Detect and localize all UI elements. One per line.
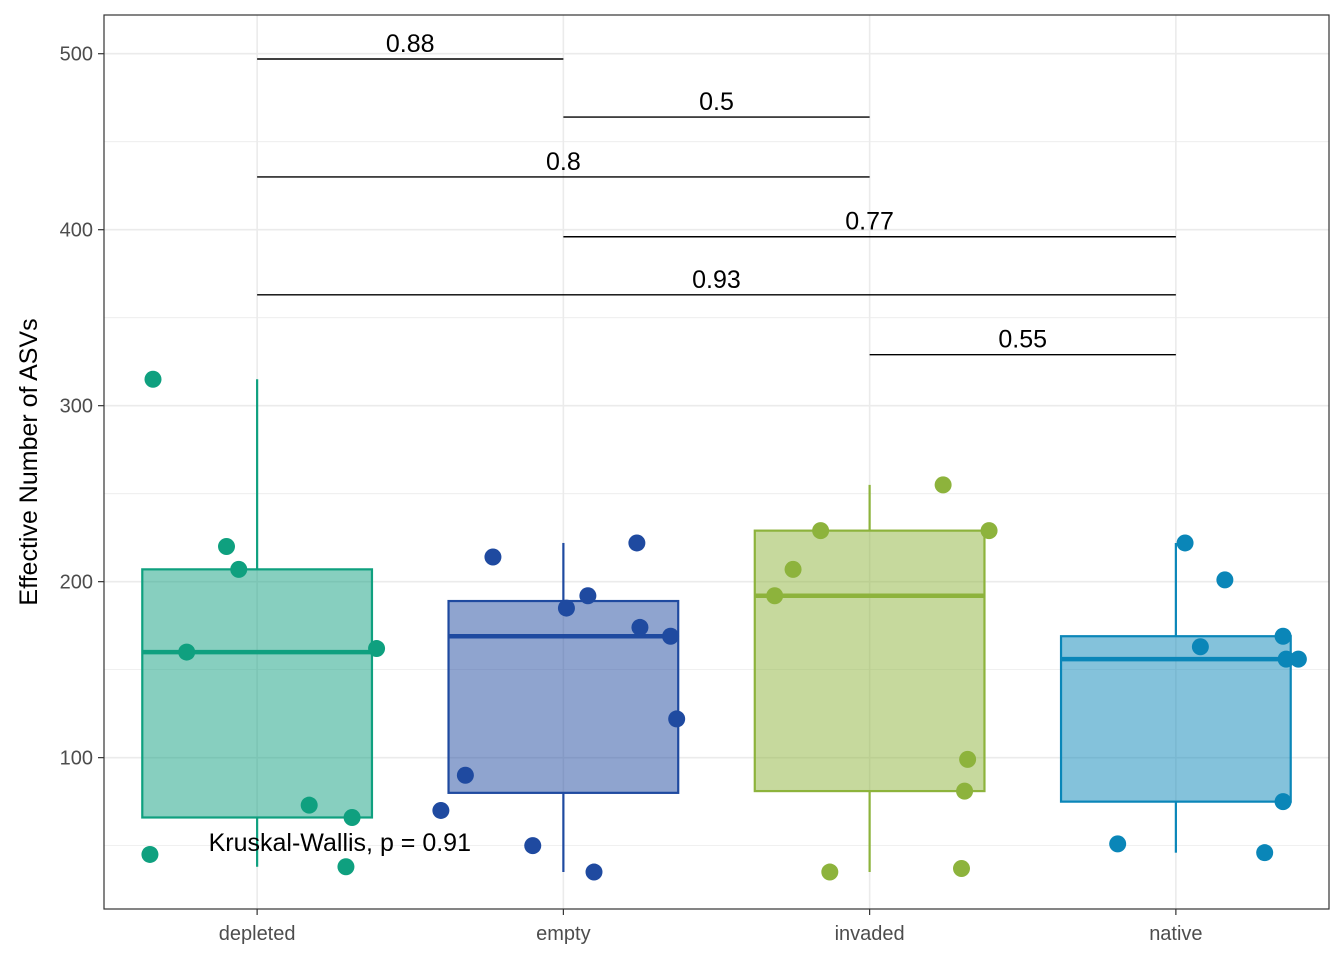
data-point	[662, 627, 680, 645]
comparison-depleted-empty: 0.88	[257, 30, 564, 60]
data-point	[230, 560, 248, 578]
data-point	[956, 782, 974, 800]
y-axis-title: Effective Number of ASVs	[15, 318, 43, 605]
data-point	[484, 548, 502, 566]
data-point	[980, 522, 998, 540]
comparison-empty-native: 0.77	[563, 208, 1176, 238]
y-tick-label: 500	[60, 44, 93, 66]
x-tick-label-depleted: depleted	[219, 923, 296, 945]
data-point	[631, 618, 649, 636]
box-depleted	[141, 379, 374, 867]
comparison-p-value: 0.93	[692, 266, 741, 294]
data-point	[784, 560, 802, 578]
data-point	[1274, 793, 1292, 811]
comparison-depleted-invaded: 0.8	[257, 148, 870, 178]
data-point	[585, 863, 603, 881]
data-point	[1216, 571, 1234, 589]
x-tick-label-invaded: invaded	[835, 923, 905, 945]
data-point	[1191, 638, 1209, 656]
data-point	[959, 750, 977, 768]
data-point	[821, 863, 839, 881]
y-tick-label: 400	[60, 220, 93, 242]
comparison-p-value: 0.8	[546, 148, 581, 176]
data-point	[1176, 534, 1194, 552]
data-point	[300, 796, 318, 814]
data-point	[432, 801, 450, 819]
data-point	[337, 858, 355, 876]
data-point	[1277, 650, 1295, 668]
data-point	[144, 370, 162, 388]
data-point	[628, 534, 646, 552]
comparison-depleted-native: 0.93	[257, 266, 1176, 296]
comparison-empty-invaded: 0.5	[563, 88, 870, 118]
comparison-p-value: 0.88	[386, 30, 435, 58]
y-tick-label: 200	[60, 572, 93, 594]
data-point	[579, 587, 597, 605]
data-point	[368, 640, 386, 658]
box-plots	[141, 379, 1292, 873]
data-point	[343, 808, 361, 826]
data-point	[141, 845, 159, 863]
data-point	[178, 643, 196, 661]
data-point	[1256, 844, 1274, 862]
data-point	[456, 766, 474, 784]
y-tick-label: 100	[60, 748, 93, 770]
box-iqr	[1059, 635, 1292, 803]
box-native	[1059, 542, 1292, 853]
comparison-p-value: 0.55	[998, 326, 1047, 354]
data-point	[953, 860, 970, 878]
pairwise-comparisons: 0.88 0.5 0.8 0.77 0.93 0.55	[257, 30, 1176, 356]
data-point	[524, 837, 542, 855]
x-tick-label-native: native	[1149, 923, 1202, 945]
x-tick-label-empty: empty	[536, 923, 590, 945]
kruskal-wallis-annotation: Kruskal-Wallis, p = 0.91	[209, 829, 471, 857]
data-point	[668, 710, 686, 728]
data-point	[557, 599, 575, 617]
box-iqr	[141, 568, 374, 819]
x-axis: depleted empty invaded native	[219, 909, 1203, 945]
comparison-p-value: 0.77	[845, 208, 894, 236]
data-point	[218, 537, 235, 555]
data-points	[141, 370, 1307, 881]
comparison-p-value: 0.5	[699, 88, 734, 116]
y-axis: 100 200 300 400 500	[60, 44, 104, 770]
data-point	[1109, 835, 1127, 853]
data-point	[1289, 650, 1307, 668]
plot-border	[103, 14, 1330, 910]
data-point	[766, 587, 784, 605]
data-point	[812, 522, 830, 540]
data-point	[934, 476, 952, 494]
data-point	[1274, 627, 1292, 645]
y-tick-label: 300	[60, 396, 93, 418]
comparison-invaded-native: 0.55	[869, 326, 1176, 356]
